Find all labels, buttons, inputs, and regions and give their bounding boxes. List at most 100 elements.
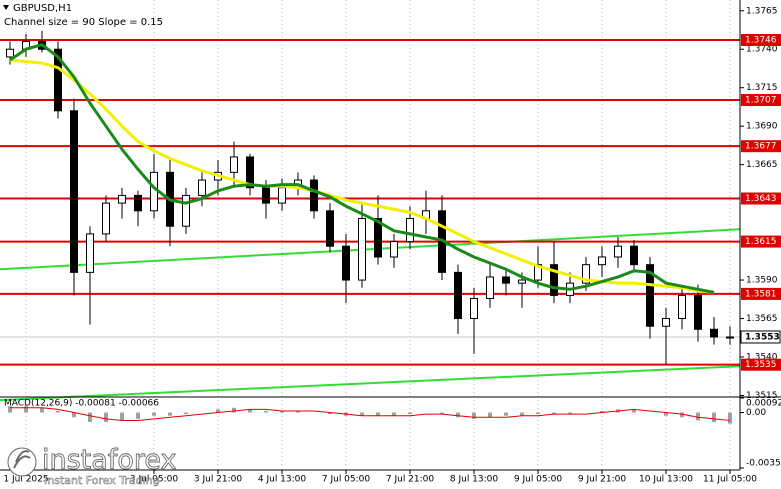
level-label: 1.3746 [745,36,777,46]
macd-bar [488,412,492,418]
logo-tagline: Instant Forex Trading [44,474,160,487]
macd-bar [152,412,156,416]
y-tick-label: 1.3715 [746,83,778,93]
level-label-box [741,34,781,47]
y-tick-label: 1.3665 [746,160,778,170]
macd-bar [568,412,572,415]
candle-body [582,264,590,284]
y-tick-label: 1.3740 [746,45,778,55]
x-tick-label: 7 Jul 21:00 [386,475,435,485]
candle-body [182,194,190,227]
macd-bar [280,410,284,413]
candle-body [150,171,158,212]
chart-subtitle: Channel size = 90 Slope = 0.15 [4,17,163,28]
candle-body [550,264,558,296]
candle-body [678,294,686,320]
level-label: 1.3677 [745,142,777,152]
candle-body [342,245,350,281]
candle-body [390,241,398,258]
macd-bar [104,412,108,423]
macd-bar [72,412,76,418]
macd-bar [680,412,684,418]
candle-body [694,294,702,330]
trend-line [0,365,741,402]
y-tick-label: 1.3690 [746,122,778,132]
candle-body [358,218,366,281]
macd-y-tick-label: -0.00351 [746,459,781,469]
macd-bar [8,406,12,413]
logo: instaforex Instant Forex Trading [7,444,177,487]
candle-body [70,110,78,273]
macd-bar [232,407,236,413]
level-label-box [741,287,781,300]
candle-body [326,210,334,247]
x-tick-label: 3 Jul 21:00 [194,475,243,485]
macd-bar [712,412,716,423]
current-price-label: 1.3553 [745,332,780,342]
candle-body [406,218,414,243]
macd-bar [664,412,668,416]
y-tick-label: 1.3565 [746,314,778,324]
macd-bar [264,410,268,413]
y-tick-label: 1.3515 [746,391,778,401]
candle-body [630,245,638,266]
macd-bar [56,410,60,413]
candle-body [710,328,718,338]
y-tick-label: 1.3765 [746,6,778,16]
level-label-box [741,94,781,107]
macd-y-tick-label: 0.00092 [746,399,781,409]
candle-body [454,271,462,320]
chart-title: GBPUSD,H1 [13,3,72,14]
candle-body [134,194,142,212]
candle-body [198,179,206,196]
candle-body [118,194,126,204]
time-axis: 1 Jul 2025 3 Jul 05:00 3 Jul 21:00 4 Jul 13… [3,470,757,485]
candle-body [6,48,14,58]
x-tick-label: 1 Jul 2025 [3,475,48,485]
macd-bar [120,412,124,421]
candle-body [102,202,110,235]
candle-body [614,245,622,258]
candle-body [374,218,382,258]
macd-bar [632,409,636,413]
candle-body [230,156,238,173]
level-label-box [741,192,781,205]
logo-icon [7,447,37,477]
macd-bar [408,412,412,415]
candle-body [646,264,654,327]
candle-body [502,276,510,284]
candle-body [726,336,734,339]
macd-bar [472,412,476,419]
macd-bar [296,410,300,413]
macd-bar [360,412,364,416]
macd-bar [696,412,700,421]
level-label: 1.3535 [745,360,777,370]
candle-body [662,318,670,327]
x-tick-label: 8 Jul 13:00 [450,475,499,485]
candle-body [86,233,94,273]
macd-y-tick-label: 0.00 [746,408,766,418]
logo-icon-mark [13,450,31,469]
candle-body [598,256,606,266]
macd-bar [456,412,460,418]
x-tick-label: 10 Jul 13:00 [639,475,693,485]
macd-bar [520,412,524,416]
macd-bar [216,409,220,413]
x-tick-label: 11 Jul 05:00 [703,475,757,485]
candle-body [246,156,254,189]
trend-line [0,228,741,271]
x-tick-label: 3 Jul 05:00 [130,475,179,485]
candle-body [518,279,526,284]
level-label: 1.3707 [745,96,777,106]
macd-bar [392,412,396,416]
macd-bar [328,412,332,415]
x-tick-label: 4 Jul 13:00 [258,475,307,485]
macd-bar [600,410,604,413]
macd-label: MACD(12,26,9) -0.00081 -0.00066 [4,399,159,409]
candle-body [54,48,62,112]
macd-bar [88,412,92,423]
level-label-box [741,358,781,371]
